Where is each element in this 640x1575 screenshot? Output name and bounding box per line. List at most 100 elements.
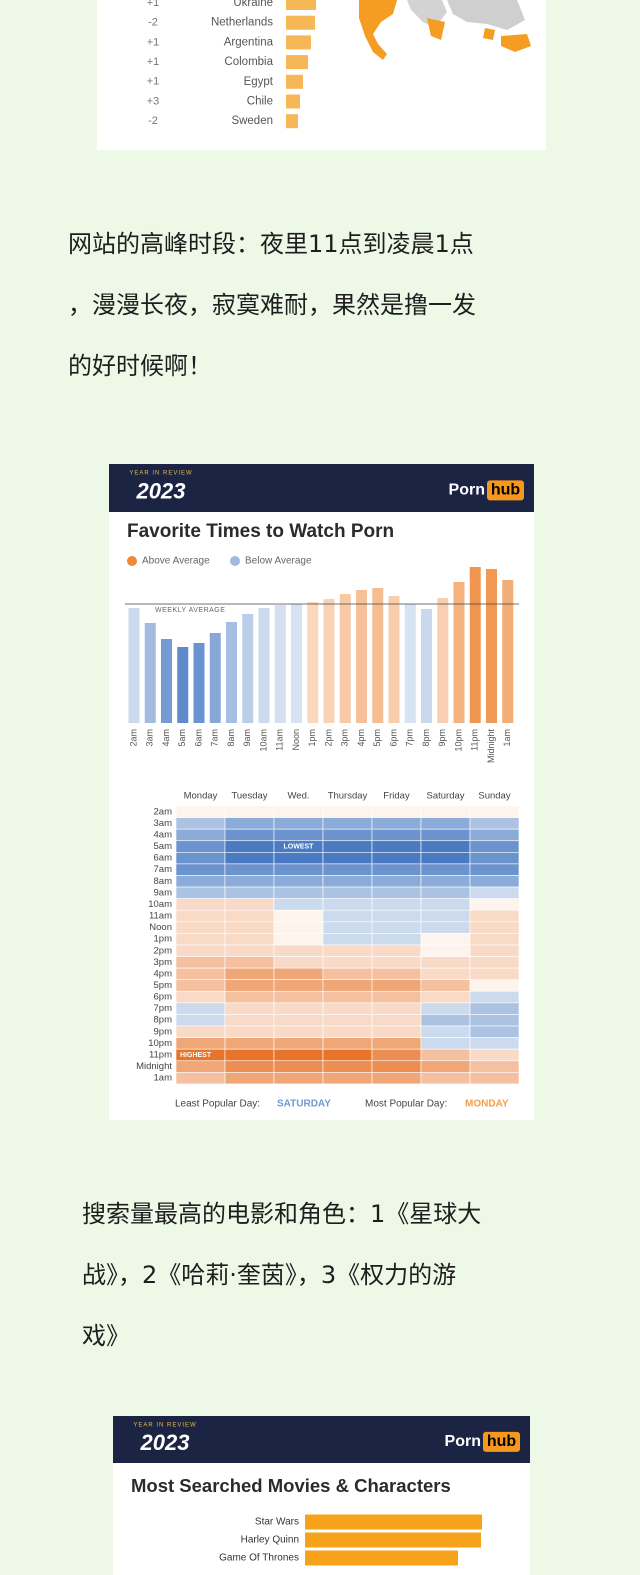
hour-label: 4am — [154, 829, 173, 840]
bar — [286, 94, 300, 109]
footer-day: MONDAY — [465, 1099, 509, 1110]
bar — [161, 639, 172, 723]
heat-cell — [175, 1037, 226, 1050]
heat-cell — [420, 1014, 471, 1027]
heat-cell — [175, 828, 226, 842]
x-tick-label: 2am — [128, 729, 138, 747]
hour-label: 2am — [154, 806, 173, 817]
heat-cell — [371, 990, 422, 1004]
country-label: Netherlands — [211, 17, 273, 29]
heat-cell — [273, 817, 324, 830]
hour-label: 8pm — [154, 1015, 173, 1026]
bar — [209, 633, 221, 723]
heat-cell — [322, 1072, 373, 1085]
heat-cell — [322, 875, 373, 888]
paragraph: 网站的高峰时段：夜里11点到凌晨1点 ，漫漫长夜，寂寞难耐，果然是撸一发 的好时候啊… — [68, 229, 476, 412]
chart-title: Most Searched Movies & Characters — [131, 1475, 451, 1496]
heat-cell — [371, 828, 422, 842]
heat-cell — [371, 840, 422, 853]
hour-label: 5pm — [154, 980, 173, 991]
heat-cell — [371, 967, 422, 980]
heat-cell — [224, 817, 275, 830]
day-label: Tuesday — [231, 791, 267, 802]
heat-cell — [322, 967, 373, 980]
heat-cell — [371, 863, 422, 876]
day-label: Sunday — [478, 791, 510, 802]
heat-cell — [420, 956, 471, 969]
paragraph: 搜索量最高的电影和角色：1《星球大 战》，2《哈莉·奎茵》，3《权力的游 戏》 — [82, 1199, 481, 1382]
brand-box — [487, 480, 524, 501]
bar — [305, 1532, 481, 1548]
category-label: Game Of Thrones — [219, 1553, 299, 1564]
heat-cell — [469, 875, 520, 888]
hour-label: 11pm — [149, 1049, 172, 1060]
heat-cell — [175, 933, 226, 946]
footer-day: SATURDAY — [277, 1099, 331, 1110]
hour-label: 10pm — [148, 1038, 172, 1049]
bar — [242, 614, 254, 723]
hour-label: 1am — [154, 1073, 173, 1084]
heat-cell — [175, 840, 226, 853]
heat-cell — [420, 817, 471, 830]
heat-cell — [273, 898, 324, 911]
legend-label: Below Average — [245, 556, 312, 567]
x-tick-label: 4pm — [356, 729, 366, 747]
bar — [305, 1514, 482, 1530]
header-badge: YEAR IN REVIEW — [133, 1423, 196, 1429]
heat-cell — [420, 805, 471, 818]
heat-cell — [322, 828, 373, 842]
hour-label: 9am — [154, 887, 173, 898]
heat-cell — [224, 840, 275, 853]
hour-label: 5am — [154, 841, 173, 852]
heat-cell — [371, 817, 422, 830]
heat-cell — [175, 852, 226, 865]
heat-cell — [175, 817, 226, 830]
x-tick-label: Noon — [291, 729, 301, 751]
bar — [286, 55, 308, 70]
heat-cell — [420, 979, 471, 992]
hour-label: Noon — [149, 922, 172, 933]
bar — [274, 605, 286, 723]
heat-cell — [371, 805, 422, 818]
heat-cell — [420, 1002, 471, 1015]
rank-change: +1 — [147, 56, 160, 68]
lowest-label: LOWEST — [284, 843, 315, 850]
bar — [128, 608, 140, 723]
heat-cell — [371, 1014, 422, 1027]
bar — [144, 623, 156, 723]
bar — [404, 604, 416, 723]
hour-label: 8am — [154, 876, 173, 887]
heat-cell — [273, 921, 324, 934]
bar — [258, 608, 270, 723]
heat-cell — [371, 1037, 422, 1050]
bar — [286, 15, 315, 30]
times-chart: YEAR IN REVIEW 2023 Porn hub Favorite Times … — [109, 464, 534, 1120]
hour-label: 11am — [149, 911, 172, 922]
day-label: Wed. — [287, 791, 309, 802]
x-tick-label: 8am — [226, 729, 236, 747]
brand-right: hub — [487, 1433, 517, 1450]
heat-cell — [469, 1014, 520, 1027]
day-label: Saturday — [426, 791, 464, 802]
card — [97, 0, 546, 150]
heat-cell — [469, 863, 520, 876]
bar — [469, 567, 481, 723]
bar — [323, 599, 335, 723]
heat-cell — [322, 1014, 373, 1027]
bar — [437, 598, 449, 723]
heat-cell — [420, 944, 471, 957]
hour-label: 7pm — [154, 1003, 173, 1014]
heat-cell — [469, 933, 520, 946]
heat-cell — [469, 828, 520, 842]
heat-cell — [371, 1025, 422, 1038]
x-tick-label: 5pm — [372, 729, 382, 747]
heat-cell — [224, 886, 275, 899]
heat-cell — [469, 886, 520, 899]
heat-cell — [371, 944, 422, 957]
heat-cell — [175, 1072, 226, 1085]
rank-change: +1 — [147, 76, 160, 88]
heat-cell — [371, 956, 422, 969]
heat-cell — [175, 921, 226, 934]
